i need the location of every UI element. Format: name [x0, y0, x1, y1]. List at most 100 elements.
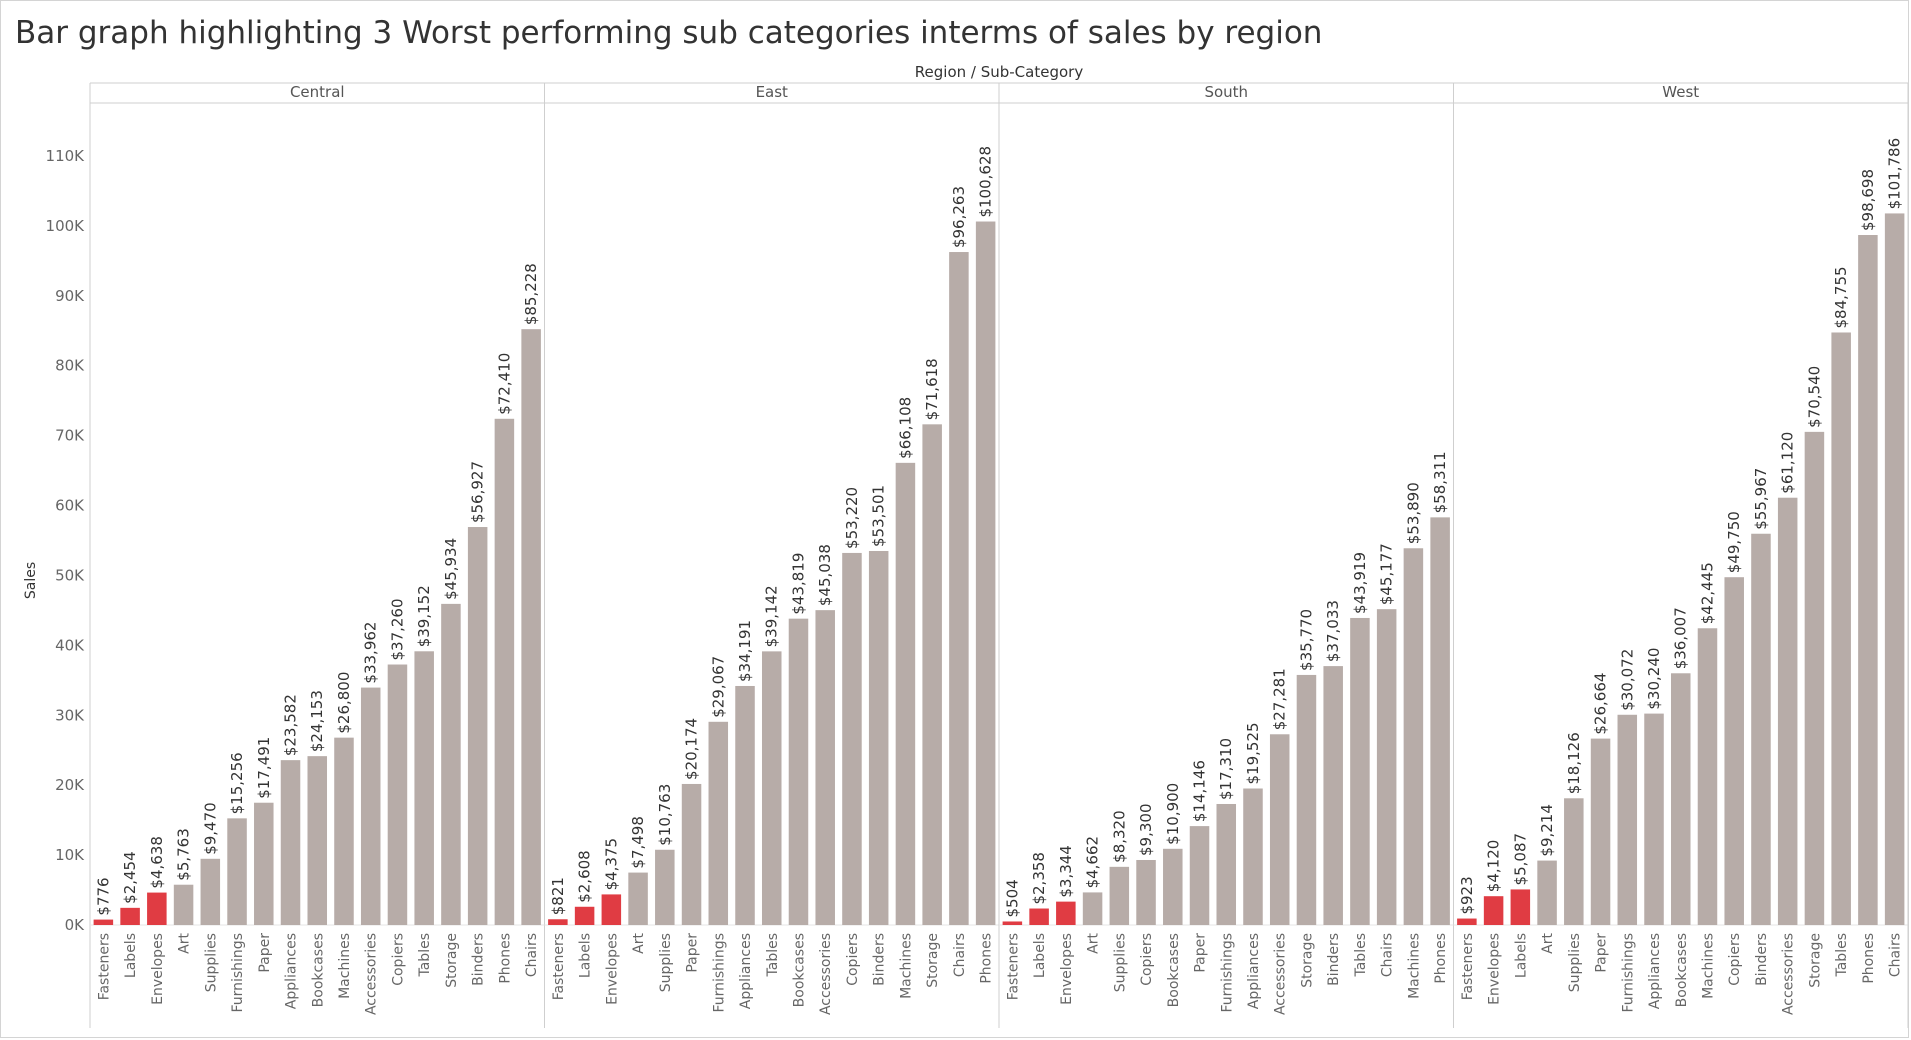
bar-central-bookcases[interactable]	[307, 756, 328, 925]
bar-central-supplies[interactable]	[200, 858, 221, 925]
bar-west-fasteners[interactable]	[1457, 918, 1477, 925]
category-label: Art	[1086, 932, 1102, 953]
bar-south-phones[interactable]	[1430, 517, 1450, 925]
bar-west-labels[interactable]	[1510, 889, 1531, 925]
bar-east-phones[interactable]	[975, 221, 996, 925]
data-label: $30,072	[1618, 649, 1636, 711]
bar-south-copiers[interactable]	[1136, 859, 1156, 925]
bar-central-envelopes[interactable]	[147, 892, 167, 925]
bar-west-accessories[interactable]	[1777, 497, 1798, 925]
bar-south-fasteners[interactable]	[1002, 921, 1023, 925]
category-label: Paper	[257, 933, 273, 973]
category-label: Furnishings	[1620, 933, 1636, 1013]
data-label: $39,142	[763, 585, 781, 647]
category-label: Copiers	[1139, 933, 1155, 986]
bar-west-art[interactable]	[1537, 860, 1557, 925]
data-label: $9,470	[201, 802, 219, 855]
bar-west-supplies[interactable]	[1564, 798, 1584, 925]
bar-central-phones[interactable]	[494, 418, 515, 925]
bar-east-storage[interactable]	[922, 424, 942, 925]
bar-east-tables[interactable]	[761, 651, 782, 925]
data-label: $26,800	[335, 672, 353, 734]
bar-south-envelopes[interactable]	[1056, 901, 1076, 925]
bar-central-machines[interactable]	[334, 737, 354, 925]
data-label: $43,919	[1351, 552, 1369, 614]
bar-west-machines[interactable]	[1697, 628, 1718, 925]
bar-east-copiers[interactable]	[842, 552, 862, 925]
data-label: $35,770	[1297, 609, 1315, 671]
bar-east-fasteners[interactable]	[548, 919, 568, 925]
category-label: Appliances	[284, 933, 300, 1009]
category-label: Fasteners	[1460, 933, 1476, 1000]
bar-central-art[interactable]	[173, 884, 194, 925]
data-label: $70,540	[1805, 366, 1823, 428]
bar-west-envelopes[interactable]	[1483, 896, 1504, 925]
data-label: $17,491	[255, 737, 273, 799]
bar-central-labels[interactable]	[120, 907, 140, 925]
bar-west-chairs[interactable]	[1884, 213, 1905, 925]
bar-south-storage[interactable]	[1296, 674, 1317, 925]
bar-west-furnishings[interactable]	[1617, 714, 1638, 925]
category-label: Fasteners	[551, 933, 567, 1000]
bar-east-paper[interactable]	[681, 783, 702, 925]
bar-south-accessories[interactable]	[1269, 734, 1290, 925]
data-label: $5,763	[175, 828, 193, 881]
bar-south-bookcases[interactable]	[1163, 848, 1183, 925]
bar-west-phones[interactable]	[1858, 235, 1878, 926]
bar-east-furnishings[interactable]	[708, 721, 729, 925]
bar-south-art[interactable]	[1082, 892, 1103, 925]
bar-west-copiers[interactable]	[1724, 577, 1744, 925]
data-label: $2,608	[576, 850, 594, 903]
bar-east-envelopes[interactable]	[601, 894, 622, 925]
bar-central-furnishings[interactable]	[227, 818, 247, 925]
bar-west-binders[interactable]	[1751, 533, 1771, 925]
data-label: $821	[549, 877, 567, 915]
bar-south-supplies[interactable]	[1109, 866, 1130, 925]
bar-south-machines[interactable]	[1403, 548, 1424, 925]
bar-south-binders[interactable]	[1323, 666, 1343, 925]
bar-east-accessories[interactable]	[815, 610, 835, 925]
bar-south-chairs[interactable]	[1376, 609, 1397, 925]
bar-central-binders[interactable]	[467, 527, 488, 925]
category-label: Envelopes	[1487, 933, 1503, 1005]
bar-west-storage[interactable]	[1804, 431, 1825, 925]
bar-south-tables[interactable]	[1350, 617, 1370, 925]
bar-west-tables[interactable]	[1831, 332, 1851, 926]
bar-central-storage[interactable]	[441, 603, 461, 925]
category-label: Envelopes	[1059, 933, 1075, 1005]
bar-south-appliances[interactable]	[1243, 788, 1263, 925]
category-label: Labels	[123, 933, 139, 978]
bar-east-bookcases[interactable]	[788, 618, 809, 925]
bar-south-labels[interactable]	[1029, 908, 1049, 925]
bar-central-fasteners[interactable]	[93, 919, 114, 925]
bar-central-paper[interactable]	[254, 802, 274, 925]
category-label: Supplies	[658, 933, 674, 992]
data-label: $19,525	[1244, 722, 1262, 784]
region-label: Central	[290, 83, 345, 101]
bar-east-labels[interactable]	[574, 906, 595, 925]
data-label: $10,763	[656, 784, 674, 846]
data-label: $72,410	[495, 353, 513, 415]
data-label: $26,664	[1592, 673, 1610, 735]
bar-east-supplies[interactable]	[655, 849, 675, 925]
bar-south-furnishings[interactable]	[1216, 803, 1237, 925]
bar-west-paper[interactable]	[1590, 738, 1611, 925]
bar-central-chairs[interactable]	[521, 329, 541, 925]
bar-central-accessories[interactable]	[360, 687, 381, 925]
data-label: $15,256	[228, 752, 246, 814]
bar-central-tables[interactable]	[414, 651, 434, 925]
data-label: $29,067	[709, 656, 727, 718]
bar-east-machines[interactable]	[895, 462, 916, 925]
data-label: $84,755	[1832, 266, 1850, 328]
bar-east-binders[interactable]	[868, 550, 889, 925]
bar-south-paper[interactable]	[1189, 826, 1210, 925]
data-label: $101,786	[1886, 138, 1904, 210]
bar-west-bookcases[interactable]	[1670, 673, 1691, 925]
bar-east-art[interactable]	[628, 872, 648, 925]
bar-central-copiers[interactable]	[387, 664, 408, 925]
bar-east-chairs[interactable]	[949, 252, 969, 925]
bar-east-appliances[interactable]	[735, 685, 755, 925]
bar-west-appliances[interactable]	[1644, 713, 1664, 925]
data-label: $53,890	[1404, 482, 1422, 544]
bar-central-appliances[interactable]	[280, 760, 301, 925]
